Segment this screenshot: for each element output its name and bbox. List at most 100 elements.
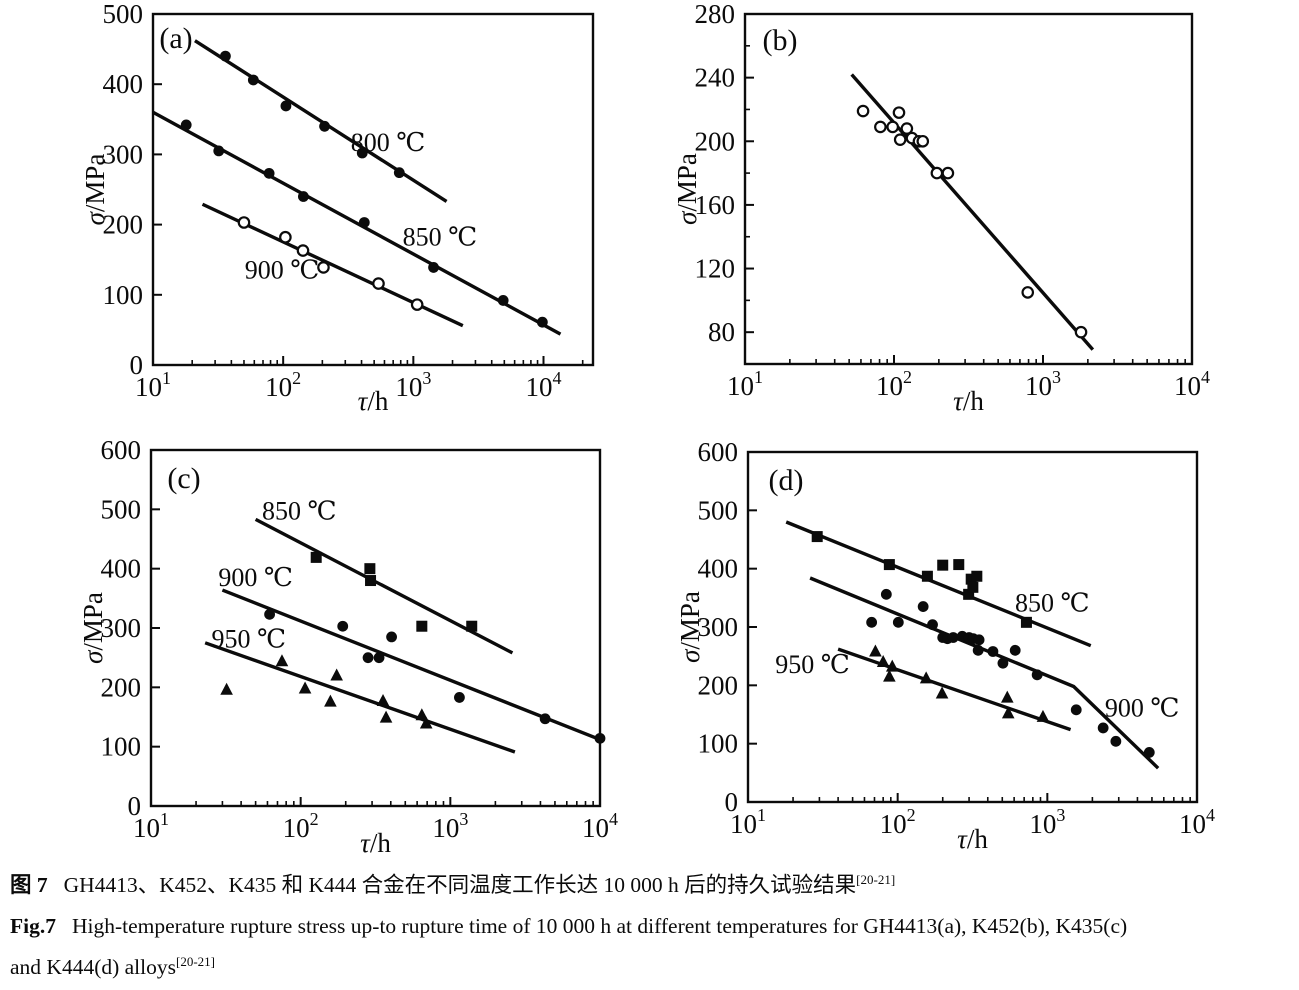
y-tick-label: 500 xyxy=(698,495,739,525)
filled-circle-marker xyxy=(247,74,259,86)
y-tick-label: 0 xyxy=(128,791,142,821)
caption-en-reference: [20-21] xyxy=(176,954,215,970)
y-tick-label: 200 xyxy=(698,670,739,700)
filled-triangle-marker xyxy=(876,655,890,667)
y-tick-label: 600 xyxy=(698,437,739,467)
filled-circle-marker xyxy=(362,652,374,664)
filled-triangle-marker xyxy=(330,668,343,681)
x-tick-label: 104 xyxy=(1174,367,1210,401)
filled-triangle-marker xyxy=(298,681,312,694)
y-tick-label: 200 xyxy=(103,210,144,240)
filled-triangle-marker xyxy=(1001,706,1015,719)
open-circle-marker xyxy=(317,261,330,274)
x-tick-label: 102 xyxy=(880,805,916,839)
filled-square-marker xyxy=(310,551,322,563)
filled-circle-marker xyxy=(1009,644,1021,656)
filled-circle-marker xyxy=(947,632,959,643)
temperature-label: 900 ℃ xyxy=(218,563,293,592)
figure-panels-canvas: 101 102 103 104 0 100 200 300 400 500 800 ℃ 850 ℃ 90… xyxy=(78,0,1215,858)
panel-letter: (b) xyxy=(763,24,798,57)
filled-circle-marker xyxy=(892,616,904,628)
filled-circle-marker xyxy=(356,147,368,159)
axis-ticks xyxy=(152,13,584,366)
filled-triangle-marker xyxy=(324,694,337,707)
y-tick-label: 400 xyxy=(101,554,142,584)
filled-triangle-marker xyxy=(419,716,433,729)
temperature-label: 800 ℃ xyxy=(351,128,426,157)
filled-square-marker xyxy=(466,620,478,632)
series-800: 800 ℃ xyxy=(194,39,448,203)
filled-circle-marker xyxy=(917,601,929,612)
y-axis-title: σ/MPa xyxy=(78,592,108,664)
series-900: 900 ℃ xyxy=(201,202,464,328)
y-axis-title: σ/MPa xyxy=(675,591,705,663)
series-900: 900 ℃ xyxy=(218,563,606,744)
series-900: 900 ℃ xyxy=(809,576,1180,770)
open-circle-marker xyxy=(1021,286,1035,299)
filled-triangle-marker xyxy=(919,671,933,684)
y-tick-label: 80 xyxy=(708,317,735,347)
panel-letter: (c) xyxy=(167,462,200,495)
filled-triangle-marker xyxy=(275,654,289,667)
y-tick-label: 280 xyxy=(695,0,736,29)
series-k452-rupture-data xyxy=(850,73,1095,351)
trend-line xyxy=(809,576,1160,770)
y-tick-label: 160 xyxy=(695,190,736,220)
panel-b: 101 102 103 104 80 120 160 200 240 280 (b) σ/MPa τ/h xyxy=(672,0,1210,416)
panel-d: 101 102 103 104 0 100 200 300 400 500 600 850 ℃ 900 … xyxy=(675,437,1215,854)
caption-en-text2: and K444(d) alloys xyxy=(10,955,176,980)
open-circle-marker xyxy=(886,120,899,134)
y-tick-label: 120 xyxy=(695,254,736,284)
caption-zh-label: 图 7 xyxy=(10,873,48,897)
filled-square-marker xyxy=(365,575,377,587)
x-tick-label: 101 xyxy=(727,367,763,401)
y-tick-label: 0 xyxy=(725,787,739,817)
filled-circle-marker xyxy=(264,608,275,620)
filled-square-marker xyxy=(967,581,979,593)
filled-square-marker xyxy=(953,559,965,571)
filled-circle-marker xyxy=(997,657,1009,669)
x-tick-label: 102 xyxy=(265,368,301,402)
filled-circle-marker xyxy=(594,732,606,744)
filled-square-marker xyxy=(364,563,376,575)
filled-square-marker xyxy=(811,531,823,543)
filled-circle-marker xyxy=(1143,747,1155,758)
x-tick-label: 103 xyxy=(432,809,468,843)
filled-circle-marker xyxy=(497,295,509,306)
panel-letter: (a) xyxy=(159,22,192,55)
filled-triangle-marker xyxy=(935,686,949,699)
open-circle-marker xyxy=(372,277,385,290)
filled-circle-marker xyxy=(428,262,439,273)
trend-line xyxy=(254,517,514,655)
filled-triangle-marker xyxy=(376,693,390,706)
x-tick-label: 103 xyxy=(395,368,431,402)
x-tick-label: 101 xyxy=(730,805,766,839)
plot-frame xyxy=(743,12,1194,366)
filled-circle-marker xyxy=(866,616,878,628)
filled-circle-marker xyxy=(337,620,349,632)
x-axis-title: τ/h xyxy=(358,386,389,416)
y-tick-label: 100 xyxy=(698,729,739,759)
y-tick-label: 0 xyxy=(130,350,144,380)
filled-square-marker xyxy=(921,570,933,582)
caption-zh-line: 图 7 GH4413、K452、K435 和 K444 合金在不同温度工作长达 1… xyxy=(10,872,1294,898)
filled-circle-marker xyxy=(386,631,397,643)
open-circle-marker xyxy=(941,166,955,180)
temperature-label: 850 ℃ xyxy=(1015,589,1090,618)
x-tick-label: 104 xyxy=(526,368,562,402)
plot-frame xyxy=(151,12,595,367)
temperature-label: 900 ℃ xyxy=(1105,694,1180,723)
x-tick-label: 103 xyxy=(1025,367,1061,401)
y-tick-label: 500 xyxy=(101,494,142,524)
x-axis-title: τ/h xyxy=(360,828,391,858)
filled-circle-marker xyxy=(319,120,330,132)
y-tick-label: 600 xyxy=(101,435,142,465)
open-circle-marker xyxy=(1074,325,1088,339)
filled-circle-marker xyxy=(180,119,192,131)
y-axis-title: σ/MPa xyxy=(80,154,110,226)
y-tick-label: 300 xyxy=(101,613,142,643)
filled-circle-marker xyxy=(454,692,465,703)
y-tick-label: 200 xyxy=(695,126,736,156)
